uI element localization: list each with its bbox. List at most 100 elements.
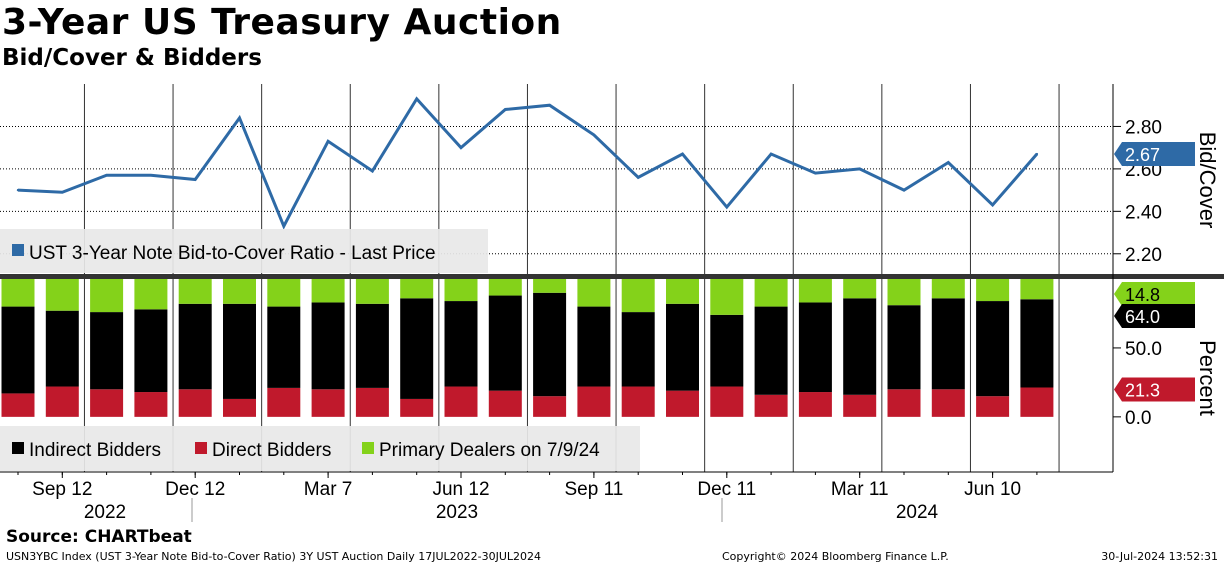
indirect-bidders-bar — [798, 302, 832, 393]
bid-cover-last-badge-text: 2.67 — [1125, 145, 1160, 165]
primary-dealers-bar — [223, 279, 256, 304]
direct-bidders-bar — [90, 389, 124, 417]
primary-dealers-bar — [976, 279, 1010, 302]
direct-last-badge-text: 21.3 — [1125, 380, 1160, 400]
legend-swatch-indirect — [12, 442, 24, 454]
primary-dealers-bar — [931, 279, 965, 299]
primary-dealers-bar — [178, 279, 212, 304]
indirect-bidders-bar — [400, 298, 434, 399]
indirect-bidders-bar — [887, 305, 921, 390]
footer-timestamp: 30-Jul-2024 13:52:31 — [1101, 550, 1218, 563]
primary-dealers-bar — [488, 279, 522, 296]
bid-cover-point — [105, 174, 108, 177]
top-legend-label: UST 3-Year Note Bid-to-Cover Ratio - Las… — [29, 243, 436, 264]
indirect-last-badge-bg — [1114, 304, 1195, 328]
primary-last-badge-text: 14.8 — [1125, 285, 1160, 305]
indirect-bidders-bar — [577, 306, 611, 387]
top-axis-title: Bid/Cover — [1195, 132, 1220, 229]
primary-dealers-bar — [533, 279, 567, 293]
indirect-bidders-bar — [223, 303, 256, 399]
direct-bidders-bar — [1020, 387, 1054, 417]
bid-cover-point — [326, 140, 330, 143]
indirect-bidders-bar — [488, 295, 522, 391]
direct-bidders-bar — [798, 392, 832, 417]
indirect-bidders-bar — [1, 306, 35, 394]
chart-title: 3-Year US Treasury Auction — [2, 2, 562, 43]
bid-cover-point — [814, 171, 817, 175]
bid-cover-point — [592, 133, 596, 137]
indirect-bidders-bar — [444, 301, 478, 387]
legend-label-indirect: Indirect Bidders — [29, 440, 161, 461]
primary-dealers-bar — [754, 279, 788, 307]
bid-cover-point — [371, 169, 374, 173]
primary-dealers-bar — [666, 279, 699, 304]
direct-bidders-bar — [488, 390, 522, 417]
x-month-label: Sep 11 — [564, 479, 623, 500]
x-month-label: Mar 11 — [831, 479, 889, 500]
direct-bidders-bar — [223, 398, 256, 417]
y-tick-label-top: 2.20 — [1125, 245, 1162, 266]
legend-swatch-primary — [362, 442, 374, 454]
indirect-bidders-bar — [45, 310, 79, 387]
y-tick-label-top: 2.80 — [1125, 117, 1162, 138]
bid-cover-point — [637, 176, 640, 179]
indirect-last-badge-text: 64.0 — [1125, 307, 1160, 327]
primary-dealers-bar — [444, 279, 478, 302]
bid-cover-last-badge-bg — [1114, 142, 1195, 167]
x-month-label: Mar 7 — [304, 479, 353, 500]
bottom-legend-bg — [0, 426, 640, 471]
y-tick-label-bottom: 0.0 — [1125, 408, 1151, 429]
indirect-bidders-bar — [533, 292, 567, 397]
primary-dealers-bar — [134, 279, 168, 310]
primary-dealers-bar — [887, 279, 921, 306]
bid-cover-point — [459, 146, 463, 149]
direct-bidders-bar — [533, 396, 567, 417]
direct-bidders-bar — [1, 393, 35, 417]
indirect-bidders-bar — [90, 312, 124, 390]
indirect-bidders-bar — [843, 298, 877, 395]
bid-cover-point — [991, 203, 994, 207]
indirect-bidders-bar — [621, 312, 655, 387]
bid-cover-point — [238, 116, 241, 120]
bid-cover-point — [769, 152, 773, 156]
indirect-bidders-bar — [1020, 299, 1054, 388]
indirect-bidders-bar — [134, 309, 168, 393]
x-axis-labels: Sep 12 Dec 12 Mar 7 Jun 12 Sep 11 Dec 11 Mar 1… — [17, 472, 1038, 523]
x-month-label: Jun 12 — [432, 479, 489, 500]
direct-last-badge: 21.3 — [1114, 377, 1195, 402]
primary-dealers-bar — [90, 279, 124, 313]
indirect-bidders-bar — [976, 301, 1010, 397]
x-month-label: Sep 12 — [32, 479, 92, 500]
indirect-bidders-bar — [710, 314, 744, 387]
bid-cover-last-badge: 2.67 — [1114, 142, 1195, 167]
y-tick-label-top: 2.40 — [1125, 202, 1162, 223]
bottom-axis-title: Percent — [1195, 340, 1220, 416]
x-month-label: Dec 11 — [697, 479, 756, 500]
legend-label-primary: Primary Dealers on 7/9/24 — [379, 440, 600, 461]
stacked-bars — [1, 278, 1054, 417]
primary-dealers-bar — [621, 279, 655, 313]
direct-bidders-bar — [355, 387, 389, 417]
bid-cover-point — [681, 152, 684, 156]
bid-cover-point — [16, 188, 20, 192]
primary-last-badge: 14.8 — [1114, 282, 1195, 306]
bid-cover-point — [282, 224, 285, 228]
direct-bidders-bar — [178, 389, 212, 417]
bid-cover-line — [17, 96, 1039, 230]
primary-dealers-bar — [798, 279, 832, 303]
direct-bidders-bar — [887, 389, 921, 417]
direct-bidders-bar — [444, 386, 478, 417]
x-month-label: Jun 10 — [964, 479, 1021, 500]
primary-dealers-bar — [1020, 278, 1054, 300]
top-legend-bg — [0, 229, 488, 273]
bid-cover-point — [194, 178, 197, 181]
primary-dealers-bar — [355, 279, 389, 304]
indirect-bidders-bar — [355, 303, 389, 388]
bottom-legend: Indirect Bidders Direct Bidders Primary De… — [0, 426, 640, 471]
primary-dealers-bar — [710, 279, 744, 315]
indirect-bidders-bar — [666, 303, 699, 391]
indirect-bidders-bar — [178, 303, 212, 390]
direct-bidders-bar — [754, 394, 788, 417]
direct-bidders-bar — [267, 387, 301, 417]
direct-bidders-bar — [976, 396, 1010, 417]
